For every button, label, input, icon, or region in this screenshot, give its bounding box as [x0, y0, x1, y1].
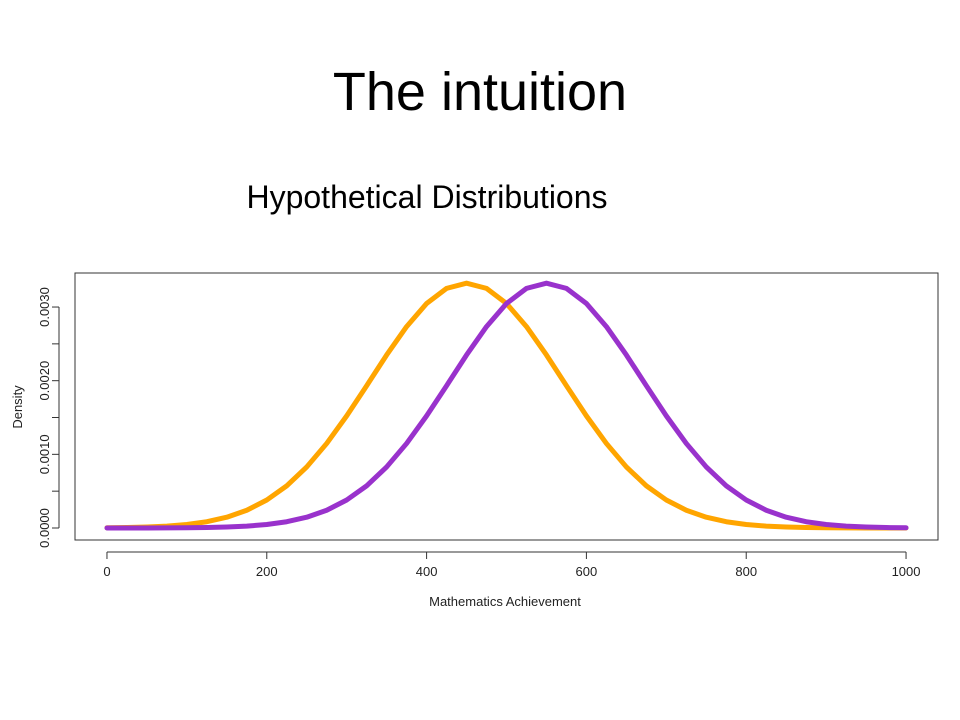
x-tick-label: 800 [735, 564, 757, 579]
x-tick-label: 1000 [892, 564, 921, 579]
x-tick-label: 400 [416, 564, 438, 579]
x-tick-label: 600 [576, 564, 598, 579]
y-tick-label: 0.0030 [37, 287, 52, 327]
chart-title: Hypothetical Distributions [246, 179, 607, 215]
y-axis-label: Density [10, 385, 25, 429]
plot-frame [74, 272, 939, 541]
slide-title: The intuition [333, 62, 627, 122]
y-tick-label: 0.0020 [37, 361, 52, 401]
density-line [104, 280, 909, 531]
x-tick-label: 0 [103, 564, 110, 579]
y-tick-label: 0.0000 [37, 508, 52, 548]
x-axis-label: Mathematics Achievement [429, 594, 581, 609]
x-tick-label: 200 [256, 564, 278, 579]
density-line [104, 280, 909, 531]
y-tick-label: 0.0010 [37, 434, 52, 474]
